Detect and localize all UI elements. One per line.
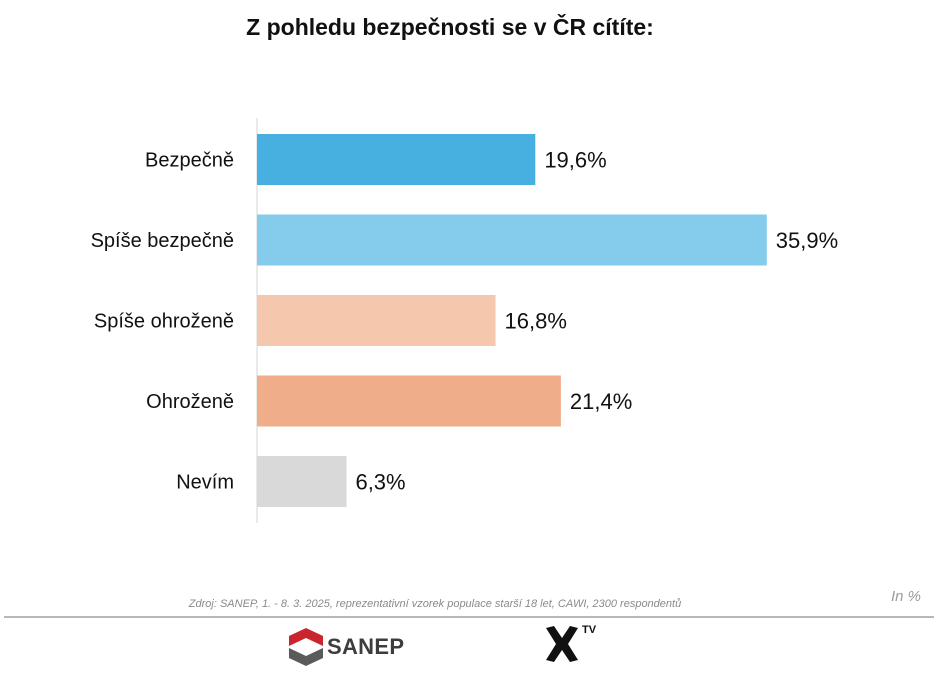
source-note: Zdroj: SANEP, 1. - 8. 3. 2025, reprezent… bbox=[188, 598, 682, 610]
value-label: 21,4% bbox=[570, 389, 632, 414]
category-label: Spíše bezpečně bbox=[91, 230, 234, 252]
sanep-logo-icon bbox=[289, 628, 323, 666]
unit-note: In % bbox=[890, 588, 921, 605]
value-label: 19,6% bbox=[544, 148, 606, 173]
bar bbox=[257, 375, 561, 427]
bar bbox=[257, 456, 347, 507]
bar bbox=[257, 214, 767, 266]
value-label: 6,3% bbox=[355, 470, 405, 495]
footer-divider bbox=[4, 616, 934, 618]
category-label: Spíše ohroženě bbox=[94, 311, 234, 333]
xtv-logo-superscript: TV bbox=[582, 624, 597, 636]
category-label: Bezpečně bbox=[145, 150, 234, 172]
bars-group: Bezpečně 19,6% Spíše bezpečně 35,9% Spíše oh… bbox=[91, 134, 838, 507]
value-label: 16,8% bbox=[505, 309, 567, 334]
category-label: Ohroženě bbox=[146, 391, 234, 413]
bar-chart: Bezpečně 19,6% Spíše bezpečně 35,9% Spíše oh… bbox=[91, 118, 838, 523]
sanep-logo: SANEP bbox=[287, 626, 417, 668]
xtv-logo: TV bbox=[542, 622, 612, 668]
chart-title: Z pohledu bezpečnosti se v ČR cítíte: bbox=[246, 14, 654, 40]
bar bbox=[257, 295, 496, 346]
category-label: Nevím bbox=[176, 472, 234, 494]
sanep-logo-text: SANEP bbox=[327, 634, 405, 659]
value-label: 35,9% bbox=[776, 228, 838, 253]
bar bbox=[257, 134, 536, 185]
x-mark-icon bbox=[546, 626, 578, 662]
